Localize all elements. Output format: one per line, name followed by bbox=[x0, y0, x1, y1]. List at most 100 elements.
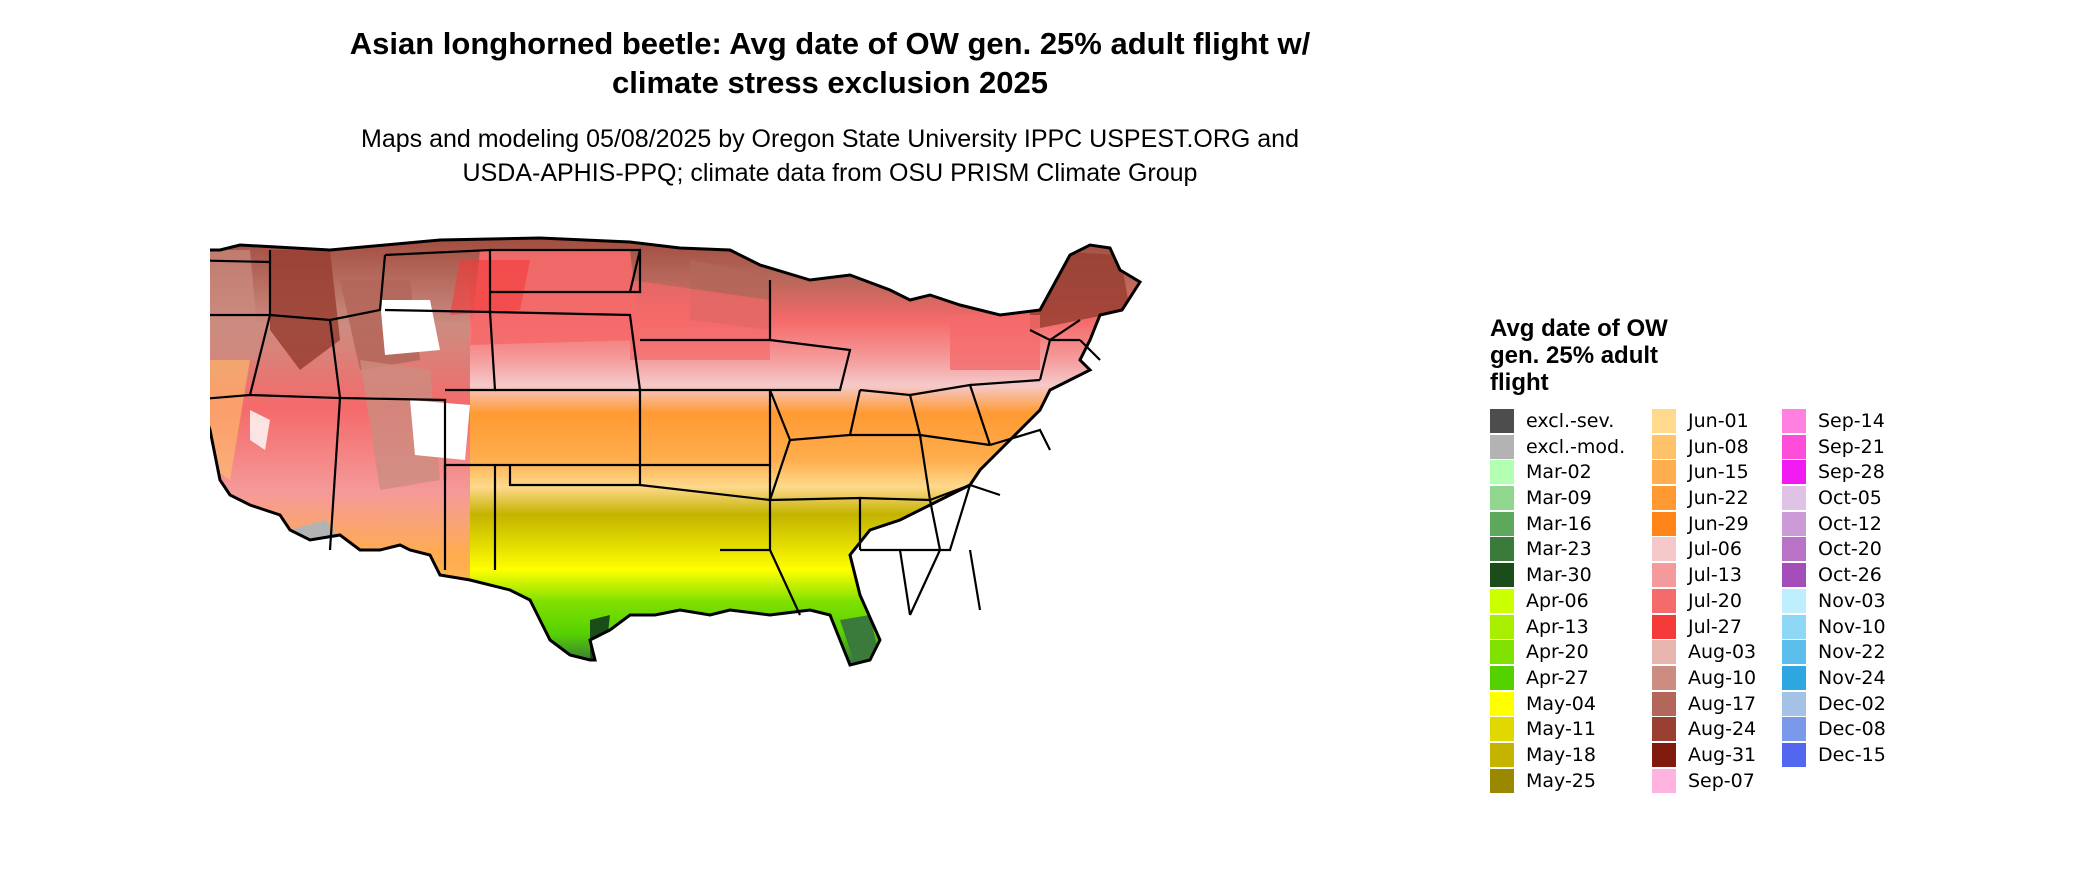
legend-label: Oct-20 bbox=[1818, 538, 1882, 561]
map-subtitle-line-2: USDA-APHIS-PPQ; climate data from OSU PR… bbox=[462, 159, 1198, 187]
legend-title-line-1: Avg date of OW bbox=[1490, 315, 1668, 342]
us-map-canvas bbox=[210, 236, 1143, 667]
legend-swatch bbox=[1490, 460, 1514, 485]
legend-title-line-2: gen. 25% adult bbox=[1490, 342, 1659, 369]
legend-swatch bbox=[1782, 691, 1806, 716]
legend-swatch bbox=[1652, 460, 1676, 485]
legend-label: Apr-06 bbox=[1526, 589, 1589, 612]
legend-label: Nov-24 bbox=[1818, 666, 1886, 689]
legend-title: Avg date of OW gen. 25% adult flight bbox=[1490, 315, 1750, 396]
legend-swatch bbox=[1652, 665, 1676, 690]
legend-swatch bbox=[1782, 614, 1806, 639]
map-subtitle-line-1: Maps and modeling 05/08/2025 by Oregon S… bbox=[361, 125, 1299, 153]
legend-label: Aug-10 bbox=[1688, 666, 1757, 689]
legend-swatch bbox=[1490, 486, 1514, 511]
legend-swatch bbox=[1652, 717, 1676, 742]
legend-swatch bbox=[1490, 511, 1514, 536]
legend-swatch bbox=[1652, 486, 1676, 511]
legend-label: May-04 bbox=[1526, 692, 1596, 715]
legend-title-line-3: flight bbox=[1490, 369, 1549, 396]
legend-swatch bbox=[1782, 717, 1806, 742]
legend-swatch bbox=[1782, 486, 1806, 511]
map-title-line-1: Asian longhorned beetle: Avg date of OW … bbox=[349, 26, 1311, 61]
legend-label: Jun-29 bbox=[1688, 512, 1749, 535]
legend-swatch bbox=[1652, 537, 1676, 562]
legend-swatch bbox=[1652, 768, 1676, 793]
legend-swatch bbox=[1652, 691, 1676, 716]
state-boundaries bbox=[210, 248, 1101, 616]
legend-swatch bbox=[1782, 460, 1806, 485]
legend-label: Apr-27 bbox=[1526, 666, 1589, 689]
legend-swatch bbox=[1652, 614, 1676, 639]
legend-label: Jun-22 bbox=[1688, 487, 1749, 510]
legend-label: Aug-31 bbox=[1688, 743, 1757, 766]
legend-swatch bbox=[1490, 434, 1514, 459]
us-map bbox=[210, 220, 1460, 890]
legend-label: Mar-23 bbox=[1526, 538, 1592, 561]
legend-swatch bbox=[1652, 434, 1676, 459]
legend-label: Jul-13 bbox=[1688, 564, 1742, 587]
legend-label: May-11 bbox=[1526, 718, 1596, 741]
legend-swatch bbox=[1782, 563, 1806, 588]
legend-swatch bbox=[1490, 665, 1514, 690]
legend-swatch bbox=[1782, 511, 1806, 536]
legend-label: Mar-09 bbox=[1526, 487, 1592, 510]
legend-swatch bbox=[1652, 409, 1676, 433]
legend-label: Jul-06 bbox=[1688, 538, 1742, 561]
legend-label: Sep-21 bbox=[1818, 435, 1885, 458]
legend-swatch bbox=[1490, 588, 1514, 613]
legend-swatch bbox=[1490, 614, 1514, 639]
map-subtitle: Maps and modeling 05/08/2025 by Oregon S… bbox=[230, 122, 1430, 190]
legend-label: Oct-05 bbox=[1818, 487, 1882, 510]
legend-swatch bbox=[1490, 640, 1514, 665]
legend-label: Sep-07 bbox=[1688, 769, 1755, 792]
legend-label: Dec-08 bbox=[1818, 718, 1886, 741]
legend-label: Aug-17 bbox=[1688, 692, 1757, 715]
legend-label: May-25 bbox=[1526, 769, 1596, 792]
legend-label: Oct-26 bbox=[1818, 564, 1882, 587]
legend-swatch bbox=[1782, 434, 1806, 459]
legend-swatch bbox=[1782, 640, 1806, 665]
legend-label: Sep-14 bbox=[1818, 410, 1885, 432]
legend-label: Jun-01 bbox=[1688, 410, 1749, 432]
legend-swatch bbox=[1490, 768, 1514, 793]
legend-swatch bbox=[1782, 665, 1806, 690]
legend-label: Nov-10 bbox=[1818, 615, 1886, 638]
legend-label: Nov-03 bbox=[1818, 589, 1886, 612]
legend-label: excl.-mod. bbox=[1526, 435, 1626, 458]
legend-label: Jul-20 bbox=[1688, 589, 1742, 612]
legend-label: Nov-22 bbox=[1818, 641, 1886, 664]
legend-label: May-18 bbox=[1526, 743, 1596, 766]
legend-label: Mar-30 bbox=[1526, 564, 1592, 587]
legend-swatch bbox=[1782, 588, 1806, 613]
legend-label: Aug-24 bbox=[1688, 718, 1757, 741]
legend-swatch bbox=[1490, 537, 1514, 562]
legend-swatch bbox=[1652, 742, 1676, 767]
legend-label: Sep-28 bbox=[1818, 461, 1885, 484]
legend-swatch bbox=[1652, 588, 1676, 613]
legend-swatch bbox=[1652, 511, 1676, 536]
legend-label: Oct-12 bbox=[1818, 512, 1882, 535]
legend-swatch bbox=[1490, 742, 1514, 767]
legend-label: Jun-15 bbox=[1688, 461, 1749, 484]
legend-label: Jul-27 bbox=[1688, 615, 1742, 638]
country-outline bbox=[210, 236, 1143, 667]
legend-label: Apr-13 bbox=[1526, 615, 1589, 638]
legend-label: Dec-15 bbox=[1818, 743, 1886, 766]
legend-swatch bbox=[1652, 563, 1676, 588]
legend-label: excl.-sev. bbox=[1526, 410, 1615, 432]
legend-label: Mar-16 bbox=[1526, 512, 1592, 535]
legend-swatch bbox=[1782, 742, 1806, 767]
legend-label: Mar-02 bbox=[1526, 461, 1592, 484]
legend-label: Jun-08 bbox=[1688, 435, 1749, 458]
legend-label: Dec-02 bbox=[1818, 692, 1886, 715]
legend-swatch bbox=[1490, 409, 1514, 433]
legend-label: Aug-03 bbox=[1688, 641, 1757, 664]
legend-swatch bbox=[1782, 409, 1806, 433]
map-title-line-2: climate stress exclusion 2025 bbox=[612, 65, 1048, 100]
legend: Avg date of OW gen. 25% adult flight exc… bbox=[1490, 315, 2090, 815]
legend-swatch bbox=[1490, 563, 1514, 588]
map-title: Asian longhorned beetle: Avg date of OW … bbox=[230, 24, 1430, 102]
legend-swatch bbox=[1652, 640, 1676, 665]
legend-swatch bbox=[1490, 691, 1514, 716]
